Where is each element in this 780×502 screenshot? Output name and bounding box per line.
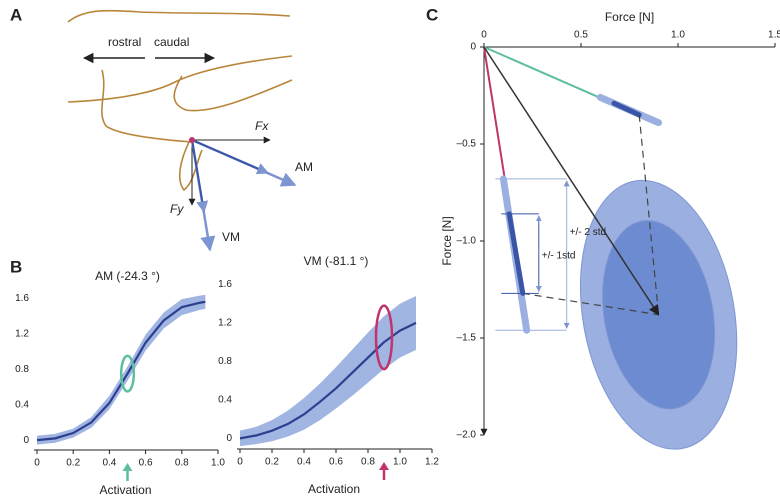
label: AM	[295, 160, 313, 174]
outline	[67, 9, 291, 23]
x-axis-label: Activation	[99, 483, 151, 497]
x-tick-label: 0	[34, 458, 40, 469]
y-tick-label: 0.8	[218, 356, 232, 367]
x-tick-label: 0	[237, 457, 243, 468]
y-tick-label: –2.0	[457, 430, 477, 441]
y-tick-label: 1.6	[218, 279, 232, 290]
chart-title: AM (-24.3 °)	[95, 269, 160, 283]
x-axis-label: Activation	[308, 482, 360, 496]
x-tick-label: 0.2	[66, 458, 80, 469]
y-tick-label: 1.2	[218, 318, 232, 329]
mean-line	[36, 300, 206, 442]
dashed-line	[522, 292, 659, 316]
x-tick-label: 0.6	[139, 458, 153, 469]
annotation: +/- 2 std	[570, 227, 606, 238]
label: VM	[222, 230, 240, 244]
y-tick-label: 0	[470, 42, 476, 53]
std-bracket	[495, 178, 567, 331]
ellipse	[119, 354, 136, 393]
dashed-line	[638, 114, 660, 315]
x-tick-label: 0.8	[175, 458, 189, 469]
y-tick-label: –0.5	[457, 139, 477, 150]
y-tick-label: 1.2	[15, 328, 29, 339]
std1-segment	[506, 211, 526, 296]
x-tick-label: 0.5	[574, 30, 588, 41]
x-tick-label: 1.0	[671, 30, 685, 41]
outline	[173, 75, 293, 112]
ellipse	[374, 304, 394, 371]
label: caudal	[154, 35, 189, 49]
panel-label: C	[426, 5, 438, 24]
outline	[101, 69, 193, 143]
resultant-vector	[483, 46, 660, 316]
y-tick-label: –1.5	[457, 333, 477, 344]
activation-marker-head	[122, 463, 133, 471]
std-bracket	[501, 213, 539, 294]
x-axis-label: Force [N]	[605, 10, 654, 24]
x-tick-label: 0.4	[102, 458, 116, 469]
x-tick-label: 1.5	[768, 30, 780, 41]
label: Fy	[170, 202, 184, 216]
activation-marker-head	[379, 462, 389, 470]
x-tick-label: 0.4	[297, 457, 311, 468]
label: Fx	[255, 119, 269, 133]
y-tick-label: 1.6	[15, 293, 29, 304]
x-tick-label: 0.2	[265, 457, 279, 468]
outline	[178, 139, 203, 192]
anatomy-diagram: rostral caudal Fx Fy AM VM	[67, 9, 313, 252]
x-tick-label: 0.8	[361, 457, 375, 468]
origin	[189, 137, 195, 143]
force-arrow	[191, 139, 209, 214]
std1-segment	[611, 100, 642, 118]
mean-line	[239, 321, 417, 440]
y-tick-label: 0.4	[218, 395, 232, 406]
x-tick-label: 1.2	[425, 457, 439, 468]
x-tick-label: 0.6	[329, 457, 343, 468]
band	[37, 294, 206, 445]
panel-label: A	[10, 5, 22, 24]
outline	[67, 55, 293, 103]
x-tick-label: 1.0	[211, 458, 225, 469]
x-tick-label: 1.0	[393, 457, 407, 468]
x-tick-label: 0	[481, 30, 487, 41]
y-tick-label: 0	[226, 433, 232, 444]
chart-title: VM (-81.1 °)	[304, 254, 369, 268]
label: rostral	[108, 35, 141, 49]
y-tick-label: 0	[23, 435, 29, 446]
y-tick-label: –1.0	[457, 236, 477, 247]
annotation: +/- 1std	[542, 250, 576, 261]
y-axis-label: Force [N]	[440, 216, 454, 265]
panel-label: B	[10, 257, 22, 276]
y-tick-label: 0.4	[15, 399, 29, 410]
force-arrow	[191, 139, 270, 175]
band	[240, 295, 416, 447]
y-tick-label: 0.8	[15, 364, 29, 375]
